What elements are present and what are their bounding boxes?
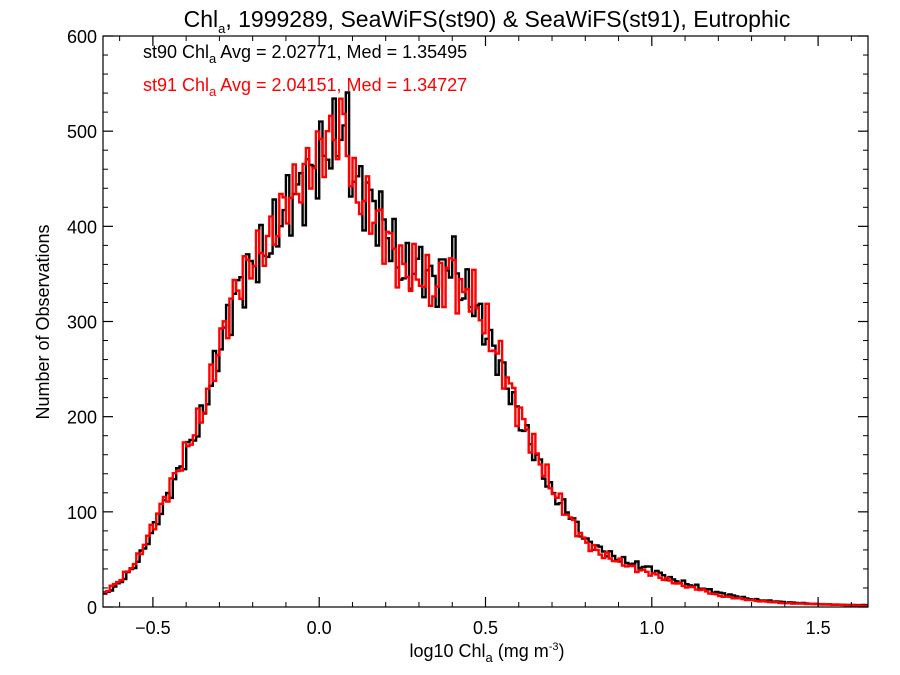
series-st91-histogram-line <box>103 97 868 608</box>
y-tick-label: 400 <box>67 217 97 237</box>
chart-title: Chla, 1999289, SeaWiFS(st90) & SeaWiFS(s… <box>184 6 791 36</box>
y-tick-label: 500 <box>67 122 97 142</box>
y-tick-label: 200 <box>67 408 97 428</box>
legend-st91-stats: st91 Chla Avg = 2.04151, Med = 1.34727 <box>143 75 467 99</box>
series-st90-histogram-line <box>103 91 868 607</box>
y-tick-label: 100 <box>67 503 97 523</box>
x-tick-label: 1.0 <box>639 618 664 638</box>
y-tick-label: 600 <box>67 27 97 47</box>
x-tick-label: 0.5 <box>473 618 498 638</box>
legend-st90-stats: st90 Chla Avg = 2.02771, Med = 1.35495 <box>143 42 467 66</box>
plot-area <box>103 91 868 608</box>
x-tick-label: 1.5 <box>806 618 831 638</box>
y-tick-label: 0 <box>87 598 97 618</box>
x-axis-ticks: −0.5 0.0 0.5 1.0 1.5 <box>119 36 852 638</box>
y-axis-ticks: 0 100 200 300 400 500 600 <box>67 27 868 618</box>
x-axis-label: log10 Chla (mg m-3) <box>409 641 564 665</box>
y-tick-label: 300 <box>67 313 97 333</box>
x-tick-label: −0.5 <box>135 618 171 638</box>
y-axis-label: Number of Observations <box>33 224 53 419</box>
x-tick-label: 0.0 <box>307 618 332 638</box>
